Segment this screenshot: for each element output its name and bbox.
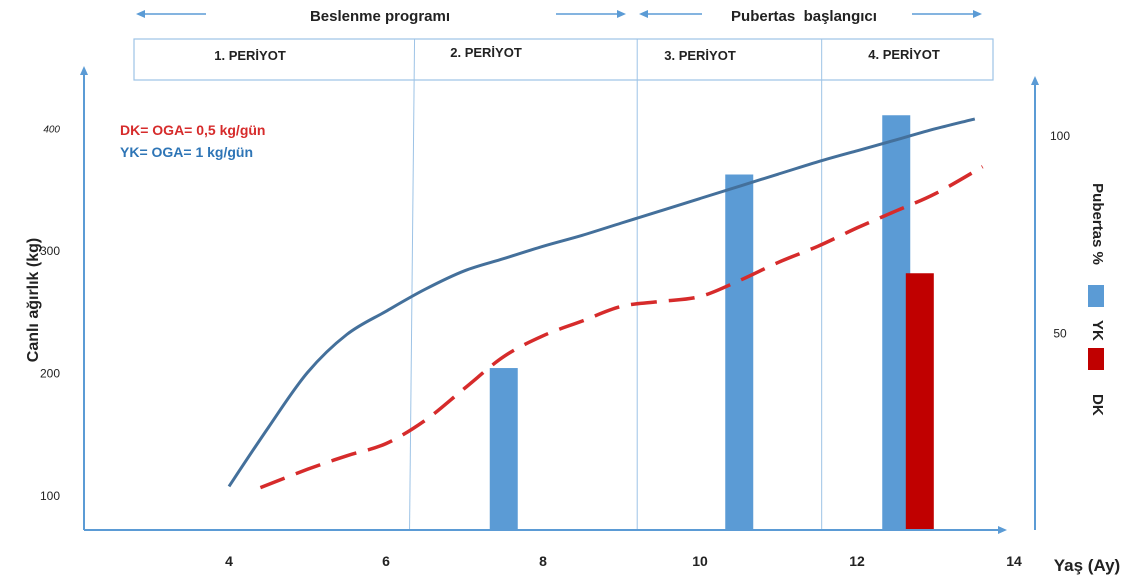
period-boundaries <box>409 38 823 531</box>
legend-dk-text: DK= OGA= 0,5 kg/gün <box>120 122 265 138</box>
legend-yk-label: YK <box>1089 320 1106 341</box>
curve-dk <box>259 165 984 490</box>
bar-yk-0 <box>489 368 518 530</box>
x-tick-label: 12 <box>849 553 865 569</box>
y2-tick-label: 100 <box>1050 129 1070 143</box>
x-axis-label: Yaş (Ay) <box>1054 556 1120 575</box>
legend-yk-text: YK= OGA= 1 kg/gün <box>120 144 253 160</box>
x-tick-label: 14 <box>1006 553 1022 569</box>
bar-yk-1 <box>725 174 754 530</box>
y-tick-label: 400 <box>43 125 60 136</box>
curve-yk <box>227 117 976 488</box>
puberty-bars <box>489 115 934 530</box>
period-label-3: 3. PERİYOT <box>664 48 736 63</box>
bar-yk-2 <box>882 115 911 530</box>
legend-dk-swatch <box>1088 348 1104 370</box>
y-tick-label: 100 <box>40 489 60 503</box>
period-label-1: 1. PERİYOT <box>214 48 286 63</box>
x-tick-label: 4 <box>225 553 233 569</box>
program-label: Beslenme programı <box>310 8 450 25</box>
period-boundary-line <box>409 38 416 531</box>
weight-curves <box>227 117 984 490</box>
puberty-label: Pubertas başlangıcı <box>731 8 877 25</box>
period-box <box>133 38 994 81</box>
x-tick-label: 8 <box>539 553 547 569</box>
y2-axis-label: Pubertas % <box>1089 183 1106 265</box>
x-tick-label: 10 <box>692 553 708 569</box>
legend-yk-swatch <box>1088 285 1104 307</box>
y-axis-label: Canlı ağırlık (kg) <box>25 238 42 362</box>
y-tick-label: 300 <box>40 244 60 258</box>
x-tick-label: 6 <box>382 553 390 569</box>
x-tick-labels: 4 6 8 10 12 14 <box>225 553 1022 569</box>
period-label-2: 2. PERİYOT <box>450 45 522 60</box>
y-tick-labels: 100 200 300 400 <box>40 125 60 504</box>
bar-dk-3 <box>905 273 934 530</box>
y2-tick-label: 50 <box>1053 327 1067 341</box>
legend-dk-label: DK <box>1089 394 1106 416</box>
y-tick-label: 200 <box>40 367 60 381</box>
y2-tick-labels: 50 100 <box>1050 129 1070 341</box>
period-label-4: 4. PERİYOT <box>868 47 940 62</box>
